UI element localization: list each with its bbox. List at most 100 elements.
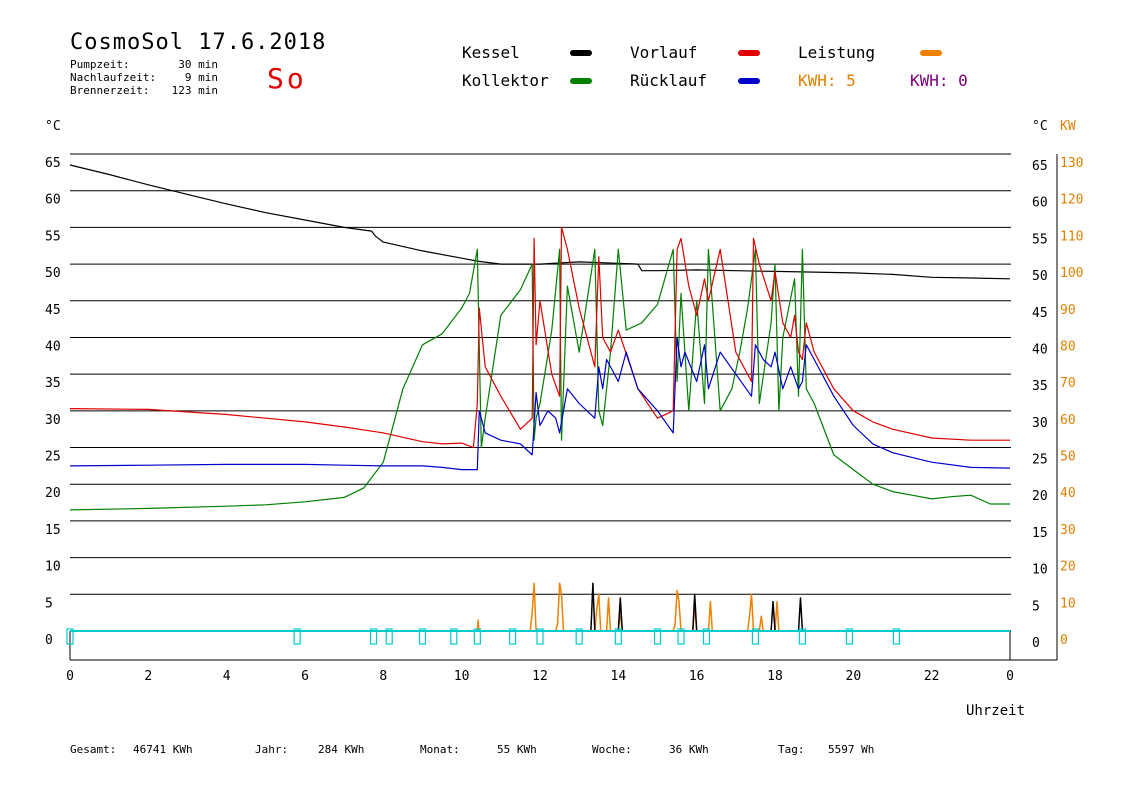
burner-marker	[702, 628, 711, 645]
y-axis-label-left: °C	[45, 119, 61, 134]
footer-monat-value: 55 KWh	[497, 743, 537, 756]
kw-tick-label: 0	[1060, 633, 1068, 648]
footer-jahr-value: 284 KWh	[318, 743, 365, 756]
y-right-tick-label: 35	[1032, 379, 1048, 394]
series-leistung-line	[476, 582, 780, 632]
legend-kollektor-swatch	[570, 78, 592, 84]
burner-marker	[677, 628, 685, 645]
burner-marker	[536, 628, 544, 645]
x-tick-label: 10	[454, 669, 470, 684]
y-right-tick-label: 65	[1032, 159, 1048, 174]
y-tick-label: 5	[45, 596, 53, 611]
weekday-label: So	[267, 62, 307, 95]
burner-marker	[575, 628, 583, 645]
burner-marker	[293, 628, 301, 645]
x-tick-label: 18	[767, 669, 783, 684]
kw-tick-label: 110	[1060, 229, 1083, 244]
footer-woche-value: 36 KWh	[669, 743, 709, 756]
y-tick-label: 25	[45, 450, 61, 465]
kw-tick-label: 100	[1060, 266, 1083, 281]
burner-marker	[369, 628, 378, 645]
legend-kollektor-label: Kollektor	[462, 71, 549, 90]
y-right-tick-label: 30	[1032, 416, 1048, 431]
burner-marker	[508, 628, 517, 645]
legend-ruecklauf-swatch	[738, 78, 760, 84]
burner-marker	[845, 628, 854, 645]
legend-leistung-swatch	[920, 50, 942, 56]
info-pumpzeit-value: 30 min	[178, 58, 218, 71]
x-tick-label: 20	[846, 669, 862, 684]
info-brennerzeit-value: 123 min	[171, 84, 218, 97]
x-tick-label: 22	[924, 669, 940, 684]
x-tick-label: 6	[301, 669, 309, 684]
burner-marker	[66, 628, 74, 645]
kw-tick-label: 60	[1060, 413, 1076, 428]
legend-vorlauf-label: Vorlauf	[630, 43, 698, 62]
burner-marker	[385, 628, 393, 645]
kw-tick-label: 40	[1060, 486, 1076, 501]
burner-marker	[418, 628, 427, 645]
y-right-tick-label: 40	[1032, 342, 1048, 357]
series-kessel-line	[69, 164, 1011, 280]
legend-kwh-solar: KWH: 5	[798, 71, 856, 90]
burner-marker	[798, 628, 807, 645]
kw-tick-label: 90	[1060, 303, 1076, 318]
y-tick-label: 15	[45, 523, 61, 538]
info-nachlaufzeit-label: Nachlaufzeit:	[70, 71, 157, 84]
info-nachlaufzeit-value: 9 min	[184, 71, 218, 84]
legend-kessel-label: Kessel	[462, 43, 520, 62]
y-tick-label: 65	[45, 156, 61, 171]
legend-leistung-label: Leistung	[798, 43, 876, 62]
x-tick-label: 12	[532, 669, 548, 684]
kw-tick-label: 10	[1060, 596, 1076, 611]
y-tick-label: 50	[45, 266, 61, 281]
y-right-tick-label: 5	[1032, 599, 1040, 614]
x-tick-label: 14	[611, 669, 627, 684]
series-kessel_bars-line	[590, 582, 804, 632]
info-brennerzeit-label: Brennerzeit:	[70, 84, 150, 97]
legend-vorlauf-swatch	[738, 50, 760, 56]
burner-marker	[892, 628, 901, 645]
y-tick-label: 0	[45, 633, 53, 648]
y-right-tick-label: 0	[1032, 636, 1040, 651]
burner-marker	[614, 628, 622, 645]
burner-marker	[473, 628, 481, 645]
x-tick-label: 8	[379, 669, 387, 684]
y-tick-label: 20	[45, 486, 61, 501]
footer-tag-label: Tag:	[778, 743, 805, 756]
footer-gesamt-value: 46741 KWh	[133, 743, 193, 756]
y-tick-label: 30	[45, 413, 61, 428]
y-tick-label: 35	[45, 376, 61, 391]
kw-tick-label: 50	[1060, 450, 1076, 465]
x-axis-label: Uhrzeit	[966, 703, 1025, 719]
legend-kwh-burner: KWH: 0	[910, 71, 968, 90]
burner-marker	[450, 628, 458, 645]
x-tick-label: 0	[1006, 669, 1014, 684]
legend-ruecklauf-label: Rücklauf	[630, 71, 708, 90]
y-right-tick-label: 45	[1032, 306, 1048, 321]
y-tick-label: 60	[45, 193, 61, 208]
x-tick-label: 4	[223, 669, 231, 684]
info-pumpzeit-label: Pumpzeit:	[70, 58, 130, 71]
kw-tick-label: 80	[1060, 339, 1076, 354]
y-right-tick-label: 55	[1032, 232, 1048, 247]
kw-tick-label: 130	[1060, 156, 1083, 171]
y-right-tick-label: 20	[1032, 489, 1048, 504]
y-tick-label: 40	[45, 339, 61, 354]
y-right-tick-label: 60	[1032, 196, 1048, 211]
kw-tick-label: 120	[1060, 193, 1083, 208]
footer-woche-label: Woche:	[592, 743, 632, 756]
kw-tick-label: 70	[1060, 376, 1076, 391]
y-right-tick-label: 10	[1032, 563, 1048, 578]
y-axis-label-right: °C	[1032, 119, 1048, 134]
x-tick-label: 16	[689, 669, 705, 684]
y-right-tick-label: 50	[1032, 269, 1048, 284]
x-tick-label: 0	[66, 669, 74, 684]
x-tick-label: 2	[144, 669, 152, 684]
burner-marker	[751, 628, 760, 645]
series-kollektor-line	[69, 248, 1010, 511]
y-tick-label: 55	[45, 229, 61, 244]
legend-kessel-swatch	[570, 50, 592, 56]
y-tick-label: 45	[45, 303, 61, 318]
